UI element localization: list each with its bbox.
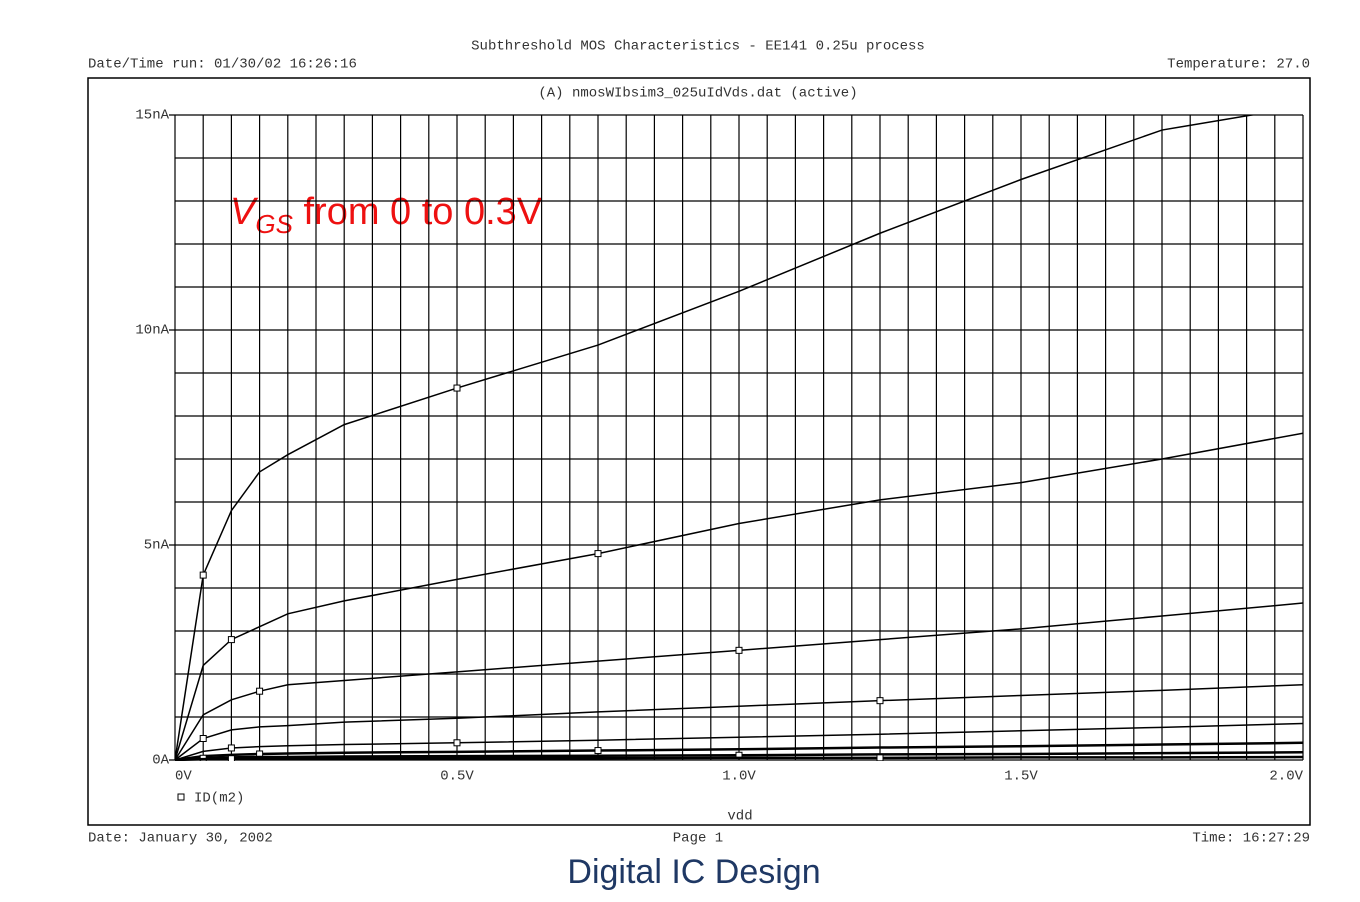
- series-line: [175, 684, 1303, 761]
- frame: [87, 77, 1311, 826]
- x-tick-label: 2.0V: [1269, 769, 1303, 785]
- x-tick-label: 1.5V: [1004, 769, 1038, 785]
- temperature: Temperature: 27.0: [1167, 57, 1310, 73]
- series-marker: [453, 739, 461, 747]
- x-tick-label: 0V: [175, 769, 192, 785]
- series-marker: [735, 646, 743, 654]
- series-marker: [199, 571, 207, 579]
- annotation: VGS from 0 to 0.3V: [230, 191, 543, 239]
- series-marker: [876, 697, 884, 705]
- series-marker: [256, 687, 264, 695]
- series-marker: [594, 550, 602, 558]
- series-marker: [199, 735, 207, 742]
- x-tick-label: 1.0V: [722, 769, 756, 785]
- series-marker: [227, 744, 235, 752]
- annotation-main: V: [230, 191, 259, 233]
- subtitle: (A) nmosWIbsim3_025uIdVds.dat (active): [538, 86, 857, 102]
- x-axis-label: vdd: [727, 809, 752, 825]
- series-line: [175, 741, 1303, 761]
- legend-label: ID(m2): [194, 791, 244, 807]
- series-marker: [227, 755, 235, 761]
- legend-marker: [177, 793, 185, 801]
- course-title: Digital IC Design: [567, 853, 820, 891]
- plot-area: [175, 115, 1303, 761]
- series-marker: [453, 384, 461, 392]
- series-marker: [227, 636, 235, 644]
- footer-page: Page 1: [673, 831, 723, 847]
- series-marker: [876, 754, 884, 761]
- footer-date: Date: January 30, 2002: [88, 831, 273, 847]
- y-tick-label: 5nA: [144, 538, 170, 554]
- y-tick-label: 10nA: [135, 323, 169, 339]
- y-tick-label: 15nA: [135, 108, 169, 124]
- y-tick-label: 0A: [152, 753, 169, 769]
- series-line: [175, 602, 1303, 761]
- footer-time: Time: 16:27:29: [1192, 831, 1310, 847]
- annotation-rest: from 0 to 0.3V: [293, 191, 543, 233]
- series-marker: [594, 747, 602, 755]
- run-info: Date/Time run: 01/30/02 16:26:16: [88, 57, 357, 73]
- chart-title: Subthreshold MOS Characteristics - EE141…: [471, 39, 925, 55]
- x-tick-label: 0.5V: [440, 769, 474, 785]
